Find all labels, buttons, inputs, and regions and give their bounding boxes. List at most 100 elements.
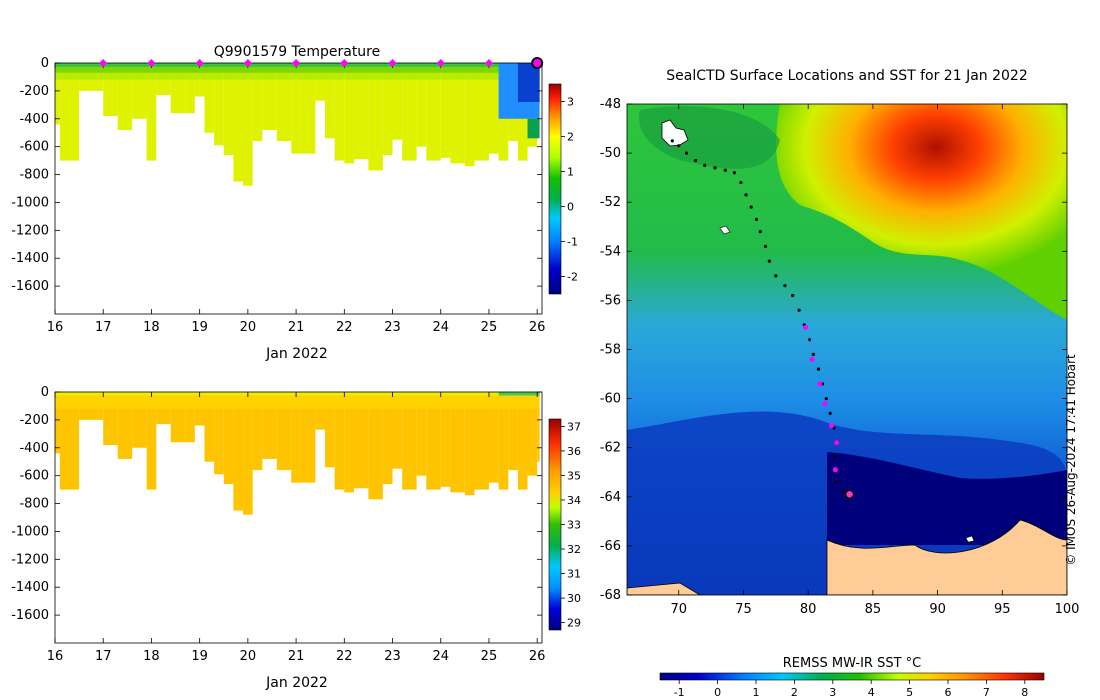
profile-column	[488, 392, 499, 483]
map-x-tick-label: 100	[1055, 602, 1080, 617]
profile-column	[426, 392, 441, 490]
track-point	[783, 284, 787, 288]
credit-text: © IMOS 26-Aug-2024 17:41 Hobart	[1064, 354, 1078, 566]
profile-upper-band	[334, 392, 345, 409]
profile-marker	[484, 59, 493, 67]
subsurface-band	[55, 67, 540, 73]
map-x-tick-label: 75	[735, 602, 752, 617]
profile-column	[59, 392, 80, 490]
y-tick-label: -1000	[11, 195, 49, 210]
y-tick-label: -1600	[11, 608, 49, 623]
track-point	[828, 411, 832, 415]
temperature-profile-markers	[99, 57, 544, 69]
profile-column	[368, 392, 383, 500]
x-tick-label: 26	[529, 320, 546, 335]
current-position-marker	[844, 489, 855, 500]
x-tick-label: 22	[336, 649, 353, 664]
profile-upper-band	[59, 392, 80, 409]
salinity-axes: 16 17 18 19 20 21 22 23 24 25 26 0 -200 -400 -600 -800 -…	[11, 385, 545, 664]
seal-track	[670, 139, 845, 494]
y-tick-label: -400	[19, 112, 49, 127]
colorbar-tick-label: 1	[567, 166, 574, 179]
profile-upper-band	[325, 392, 335, 409]
sst-colorbar	[659, 672, 1045, 681]
profile-column	[325, 392, 335, 468]
track-point	[807, 338, 812, 342]
colorbar-tick-label: 29	[567, 617, 581, 630]
profile-column	[243, 392, 253, 515]
track-point	[732, 171, 737, 175]
temperature-colorbar-ticks: 3 2 1 0 -1 -2	[561, 96, 578, 284]
sst-colorbar-ticks: -1 0 1 2 3 4 5 6 7 8	[674, 680, 1028, 699]
x-tick-label: 16	[47, 649, 64, 664]
profile-column	[402, 392, 417, 490]
y-tick-label: -600	[19, 140, 49, 155]
colorbar-tick-label: 2	[567, 131, 574, 144]
profile-marker	[195, 59, 204, 67]
profile-column	[488, 63, 499, 154]
colorbar-tick-label: 30	[567, 592, 581, 605]
profile-upper-band	[474, 392, 489, 409]
profile-marker	[388, 59, 397, 67]
colorbar-tick-label: 33	[567, 519, 581, 532]
track-point	[703, 163, 707, 167]
salinity-xlabel: Jan 2022	[265, 675, 328, 691]
map-x-tick-label: 90	[929, 602, 946, 617]
profile-column	[55, 392, 60, 454]
track-point	[791, 293, 795, 298]
track-point	[758, 230, 762, 234]
colorbar-tick-label: 36	[567, 445, 581, 458]
profile-upper-band	[146, 392, 157, 409]
profile-column	[353, 392, 369, 489]
profile-column	[416, 63, 427, 147]
profile-upper-band	[185, 392, 195, 409]
y-tick-label: -400	[19, 441, 49, 456]
profile-upper-band	[276, 392, 292, 409]
profile-marker	[147, 59, 156, 67]
profile-marker	[292, 59, 301, 67]
deep-patch	[527, 118, 540, 139]
map-x-tick-label: 85	[865, 602, 882, 617]
profile-marker	[436, 59, 445, 67]
track-point	[833, 455, 837, 460]
profile-column	[243, 63, 253, 186]
sst-colorbar-tick-label: 0	[714, 686, 721, 699]
track-point	[744, 193, 748, 197]
profile-column	[527, 392, 538, 476]
profile-upper-band	[117, 392, 133, 409]
profile-column	[450, 392, 465, 493]
profile-column	[315, 63, 326, 101]
colorbar-tick-label: 32	[567, 543, 581, 556]
y-tick-label: -1200	[11, 223, 49, 238]
sst-colorbar-tick-label: 4	[868, 686, 875, 699]
map-x-tick-label: 80	[800, 602, 817, 617]
plot-frame	[54, 391, 543, 644]
profile-upper-band	[194, 392, 205, 409]
profile-upper-band	[98, 392, 104, 409]
profile-column	[204, 63, 215, 133]
profile-column	[315, 392, 326, 430]
track-point	[677, 144, 681, 148]
map-y-tick-label: -66	[600, 539, 621, 554]
x-tick-label: 25	[481, 649, 498, 664]
map-y-tick-label: -48	[600, 97, 621, 112]
profile-upper-band	[517, 392, 528, 409]
sst-map-axes: 70 75 80 85 90 95 100 -48 -50 -52 -54 -56 -58 -60 -62 -…	[600, 97, 1080, 617]
sst-colorbar-tick-label: 5	[906, 686, 913, 699]
profile-column	[517, 392, 528, 490]
profile-upper-band	[353, 392, 369, 409]
profile-column	[498, 392, 509, 490]
colorbar-tick-label: 3	[567, 96, 574, 109]
profile-column	[223, 63, 234, 156]
profile-column	[382, 63, 393, 156]
colorbar-tick-label: 0	[567, 201, 574, 214]
track-point	[774, 274, 778, 278]
track-point	[670, 139, 674, 143]
profile-upper-band	[368, 392, 383, 409]
colorbar-tick-label: 31	[567, 568, 581, 581]
salinity-colorbar-ticks: 37 36 35 34 33 32 31 30 29	[561, 420, 581, 630]
profile-upper-band	[402, 392, 417, 409]
profile-column	[440, 392, 451, 487]
profile-column	[474, 392, 489, 490]
seal-current-position	[844, 489, 855, 500]
